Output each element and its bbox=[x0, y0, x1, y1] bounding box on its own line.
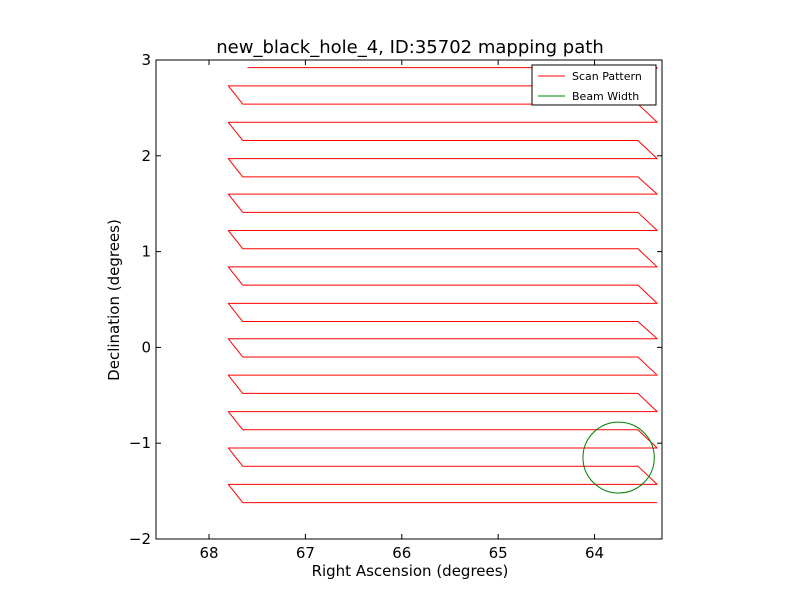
plot-frame bbox=[155, 59, 663, 540]
legend-label-beam-width: Beam Width bbox=[572, 90, 639, 103]
x-tick-label: 66 bbox=[392, 544, 411, 562]
legend: Scan Pattern Beam Width bbox=[531, 64, 657, 106]
x-tick-label: 65 bbox=[489, 544, 508, 562]
x-tick-label: 67 bbox=[296, 544, 315, 562]
legend-box bbox=[531, 64, 657, 106]
y-tick-label: 2 bbox=[141, 147, 151, 165]
ticks-layer: 68 67 66 65 64 −2 −1 0 1 2 3 bbox=[129, 51, 662, 562]
y-tick-label: 1 bbox=[141, 243, 151, 261]
plot-area bbox=[227, 67, 658, 504]
chart-title: new_black_hole_4, ID:35702 mapping path bbox=[216, 37, 603, 58]
x-tick-label: 64 bbox=[585, 544, 604, 562]
x-tick-label: 68 bbox=[199, 544, 218, 562]
series-scan-pattern-line bbox=[227, 67, 658, 504]
series-beam-width-circle bbox=[582, 421, 655, 494]
y-axis-label: Declination (degrees) bbox=[105, 219, 123, 381]
series-layer bbox=[227, 67, 658, 504]
y-tick-label: −1 bbox=[129, 434, 151, 452]
y-tick-label: −2 bbox=[129, 530, 151, 548]
y-tick-label: 0 bbox=[141, 338, 151, 356]
x-axis-label: Right Ascension (degrees) bbox=[312, 562, 509, 580]
y-tick-label: 3 bbox=[141, 51, 151, 69]
legend-label-scan-pattern: Scan Pattern bbox=[572, 70, 642, 83]
